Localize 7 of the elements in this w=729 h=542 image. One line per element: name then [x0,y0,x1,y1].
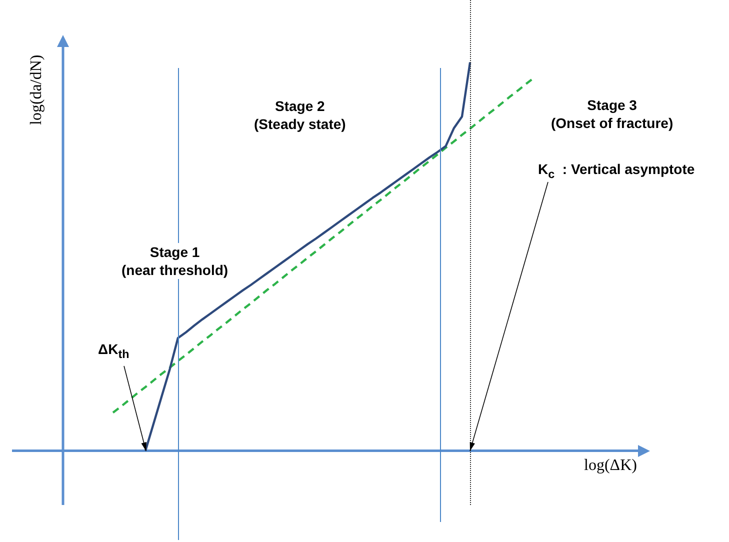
x-axis-title: log(ΔK) [584,456,637,475]
annotation: ΔK$_{th}$ [98,340,130,363]
y-axis-title: log(da/dN) [28,54,46,125]
annotation: K$_{c}$ : Vertical asymptote [538,160,695,183]
annotation: Stage 1 (near threshold) [122,243,228,279]
annotation: Stage 2 (Steady state) [254,97,346,133]
text: Stage 3 (Onset of fracture) [551,96,674,132]
